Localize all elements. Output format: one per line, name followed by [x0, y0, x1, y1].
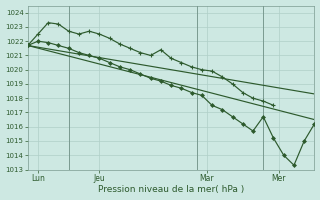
X-axis label: Pression niveau de la mer( hPa ): Pression niveau de la mer( hPa ) [98, 185, 244, 194]
